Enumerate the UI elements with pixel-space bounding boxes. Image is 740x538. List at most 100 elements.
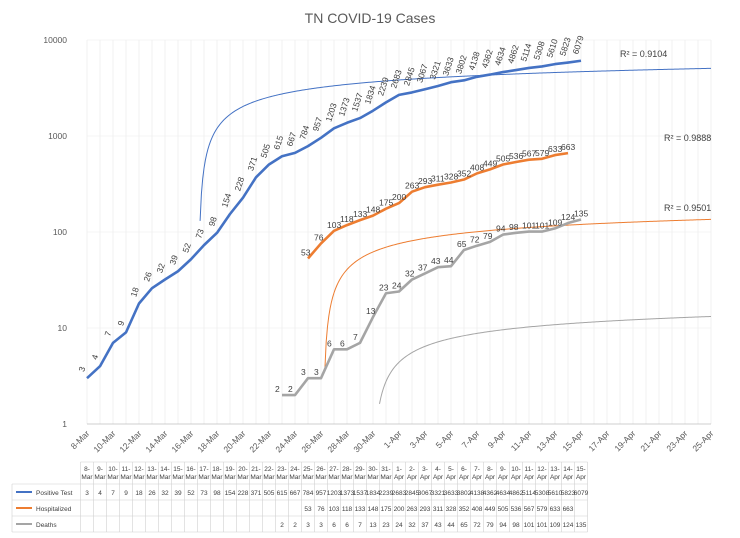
table-header-cell: 11-	[525, 466, 534, 473]
data-label: 4862	[505, 43, 520, 64]
x-tick-label: 25-Apr	[690, 428, 715, 453]
table-cell: 76	[317, 506, 325, 513]
x-tick-label: 22-Mar	[247, 428, 273, 454]
data-label: 3633	[440, 55, 455, 76]
table-cell: 449	[485, 506, 496, 513]
table-header-cell: Apr	[537, 474, 548, 481]
table-header-cell: 28-	[342, 466, 351, 473]
table-cell: 633	[550, 506, 561, 513]
series-line-deaths	[282, 218, 582, 397]
data-label: 135	[574, 208, 588, 218]
data-label: 2	[288, 384, 293, 394]
table-header-cell: 14-	[563, 466, 572, 473]
table-cell: 26	[148, 490, 156, 497]
table-header-cell: 3-	[422, 466, 428, 473]
table-cell: 6079	[574, 490, 589, 497]
data-label: 9	[115, 319, 126, 327]
table-cell: 352	[459, 506, 470, 513]
table-header-cell: 14-	[160, 466, 169, 473]
x-tick-label: 11-Apr	[509, 428, 534, 453]
table-header-cell: Mar	[159, 474, 171, 481]
x-tick-label: 5-Apr	[434, 428, 456, 450]
table-cell: 579	[537, 506, 548, 513]
x-tick-label: 16-Mar	[169, 428, 195, 454]
x-tick-label: 1-Apr	[382, 428, 404, 450]
table-cell: 957	[316, 490, 327, 497]
table-cell: 536	[511, 506, 522, 513]
table-cell: 2683	[392, 490, 407, 497]
table-header-cell: Apr	[394, 474, 405, 481]
data-label: 109	[548, 217, 562, 227]
table-header-cell: Apr	[446, 474, 457, 481]
table-cell: 5114	[522, 490, 536, 497]
table-cell: 32	[161, 490, 169, 497]
table-cell: 667	[290, 490, 301, 497]
table-header-cell: 15-	[173, 466, 182, 473]
table-header-cell: 9-	[97, 466, 103, 473]
table-header-cell: 16-	[186, 466, 195, 473]
table-header-cell: 21-	[251, 466, 260, 473]
data-label: 957	[310, 116, 324, 133]
data-label: 94	[496, 224, 506, 234]
data-label: 3	[76, 365, 87, 373]
table-cell: 124	[563, 522, 574, 529]
table-cell: 371	[251, 490, 262, 497]
table-header-cell: 20-	[238, 466, 247, 473]
data-label: 65	[457, 239, 467, 249]
x-tick-label: 19-Apr	[612, 428, 637, 453]
y-tick-label: 1000	[48, 131, 67, 141]
x-tick-label: 17-Apr	[586, 428, 611, 453]
table-header-cell: Mar	[81, 474, 93, 481]
table-cell: 133	[355, 506, 366, 513]
data-label: 7	[102, 330, 113, 338]
table-header-cell: Mar	[263, 474, 275, 481]
data-label: 6	[327, 338, 332, 348]
table-header-cell: 22-	[264, 466, 273, 473]
data-label: 73	[193, 227, 206, 239]
table-cell: 148	[368, 506, 379, 513]
table-cell: 328	[446, 506, 457, 513]
y-tick-label: 10	[58, 323, 68, 333]
data-label: 228	[232, 175, 246, 192]
table-header-cell: Apr	[433, 474, 444, 481]
table-header-cell: Mar	[289, 474, 301, 481]
table-cell: 94	[499, 522, 507, 529]
table-cell: 6	[345, 522, 349, 529]
x-tick-label: 10-Mar	[91, 428, 117, 454]
table-header-cell: 26-	[316, 466, 325, 473]
x-tick-label: 15-Apr	[560, 428, 585, 453]
data-label: 124	[561, 212, 575, 222]
table-cell: 13	[369, 522, 377, 529]
x-tick-label: 20-Mar	[221, 428, 247, 454]
table-cell: 4	[98, 490, 102, 497]
data-label: 32	[154, 262, 167, 274]
table-header-cell: Mar	[185, 474, 197, 481]
table-header-cell: 2-	[409, 466, 415, 473]
table-cell: 663	[563, 506, 574, 513]
table-header-cell: Apr	[511, 474, 522, 481]
table-header-cell: Apr	[459, 474, 470, 481]
table-cell: 98	[213, 490, 221, 497]
table-cell: 311	[433, 506, 444, 513]
table-header-cell: Apr	[420, 474, 431, 481]
table-header-cell: Mar	[172, 474, 184, 481]
table-cell: 784	[303, 490, 314, 497]
x-tick-label: 26-Mar	[299, 428, 325, 454]
x-tick-label: 13-Apr	[534, 428, 559, 453]
series-line-hospitalized	[307, 151, 569, 260]
x-tick-label: 28-Mar	[325, 428, 351, 454]
table-cell: 109	[550, 522, 561, 529]
x-tick-label: 24-Mar	[273, 428, 299, 454]
data-table: 8-Mar9-Mar10-Mar11-Mar12-Mar13-Mar14-Mar…	[11, 461, 589, 533]
x-tick-label: 12-Mar	[117, 428, 143, 454]
table-header-cell: Mar	[328, 474, 340, 481]
table-cell: 53	[304, 506, 312, 513]
table-cell: 408	[472, 506, 483, 513]
data-label: 7	[353, 332, 358, 342]
data-label: 3067	[414, 63, 429, 84]
data-label: 154	[219, 192, 233, 209]
table-header-cell: Mar	[367, 474, 379, 481]
table-header-cell: 15-	[576, 466, 585, 473]
r2-label: R² = 0.9104	[620, 49, 667, 59]
table-cell: 4634	[496, 490, 511, 497]
